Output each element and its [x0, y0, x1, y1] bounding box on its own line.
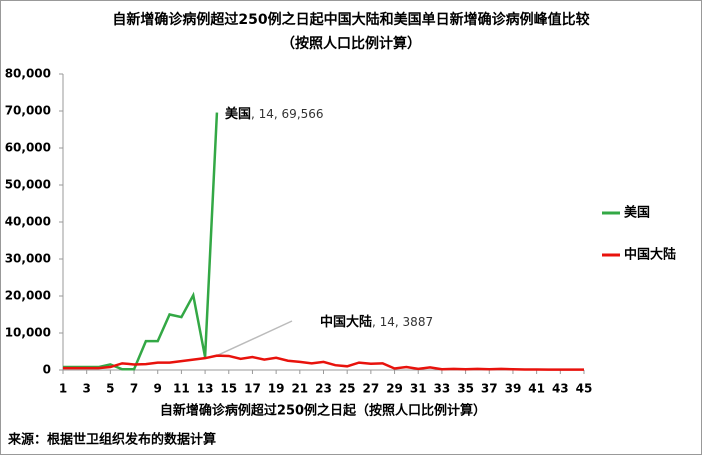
annotation-text: , 14, 3887	[372, 315, 433, 329]
x-tick-label: 33	[434, 382, 451, 396]
x-tick-label: 35	[457, 382, 474, 396]
annotation-label: 美国	[225, 106, 251, 122]
legend-label: 美国	[624, 205, 650, 221]
x-tick-label: 25	[339, 382, 356, 396]
x-tick-label: 11	[173, 382, 190, 396]
y-tick-label: 40,000	[5, 215, 51, 229]
source: 来源：根据世卫组织发布的数据计算	[7, 432, 216, 448]
y-tick-label: 70,000	[5, 104, 51, 118]
x-tick-label: 17	[244, 382, 261, 396]
x-tick-label: 27	[363, 382, 380, 396]
x-tick-label: 23	[315, 382, 332, 396]
x-tick-label: 39	[505, 382, 522, 396]
x-tick-label: 45	[576, 382, 593, 396]
annotation-label: 中国大陆	[320, 314, 372, 330]
series-line	[63, 354, 584, 371]
x-tick-label: 13	[197, 382, 214, 396]
x-axis-label: 自新增确诊病例超过250例之日起（按照人口比例计算）	[160, 403, 486, 419]
y-tick-label: 0	[43, 363, 51, 377]
x-tick-label: 19	[268, 382, 285, 396]
annotation: 美国, 14, 69,566	[225, 106, 324, 122]
chart-title: 自新增确诊病例超过250例之日起中国大陆和美国单日新增确诊病例峰值比较	[112, 11, 589, 28]
y-tick-label: 50,000	[5, 178, 51, 192]
x-tick-label: 37	[481, 382, 498, 396]
x-tick-label: 5	[106, 382, 114, 396]
x-tick-label: 29	[386, 382, 403, 396]
x-tick-label: 31	[410, 382, 427, 396]
x-tick-label: 9	[154, 382, 162, 396]
chart-subtitle: （按照人口比例计算）	[281, 35, 421, 52]
y-tick-label: 10,000	[5, 326, 51, 340]
annotation: 中国大陆, 14, 3887	[320, 314, 433, 330]
x-tick-label: 7	[130, 382, 138, 396]
x-tick-label: 41	[528, 382, 545, 396]
x-tick-label: 15	[220, 382, 237, 396]
y-tick-label: 20,000	[5, 289, 51, 303]
y-tick-label: 80,000	[5, 67, 51, 81]
x-tick-label: 21	[291, 382, 308, 396]
annotation-leader	[216, 320, 293, 357]
legend-label: 中国大陆	[624, 247, 676, 263]
y-tick-label: 60,000	[5, 141, 51, 155]
x-tick-label: 43	[552, 382, 569, 396]
x-tick-label: 1	[59, 382, 67, 396]
annotation-text: , 14, 69,566	[251, 107, 324, 121]
y-tick-label: 30,000	[5, 252, 51, 266]
x-tick-label: 3	[83, 382, 91, 396]
